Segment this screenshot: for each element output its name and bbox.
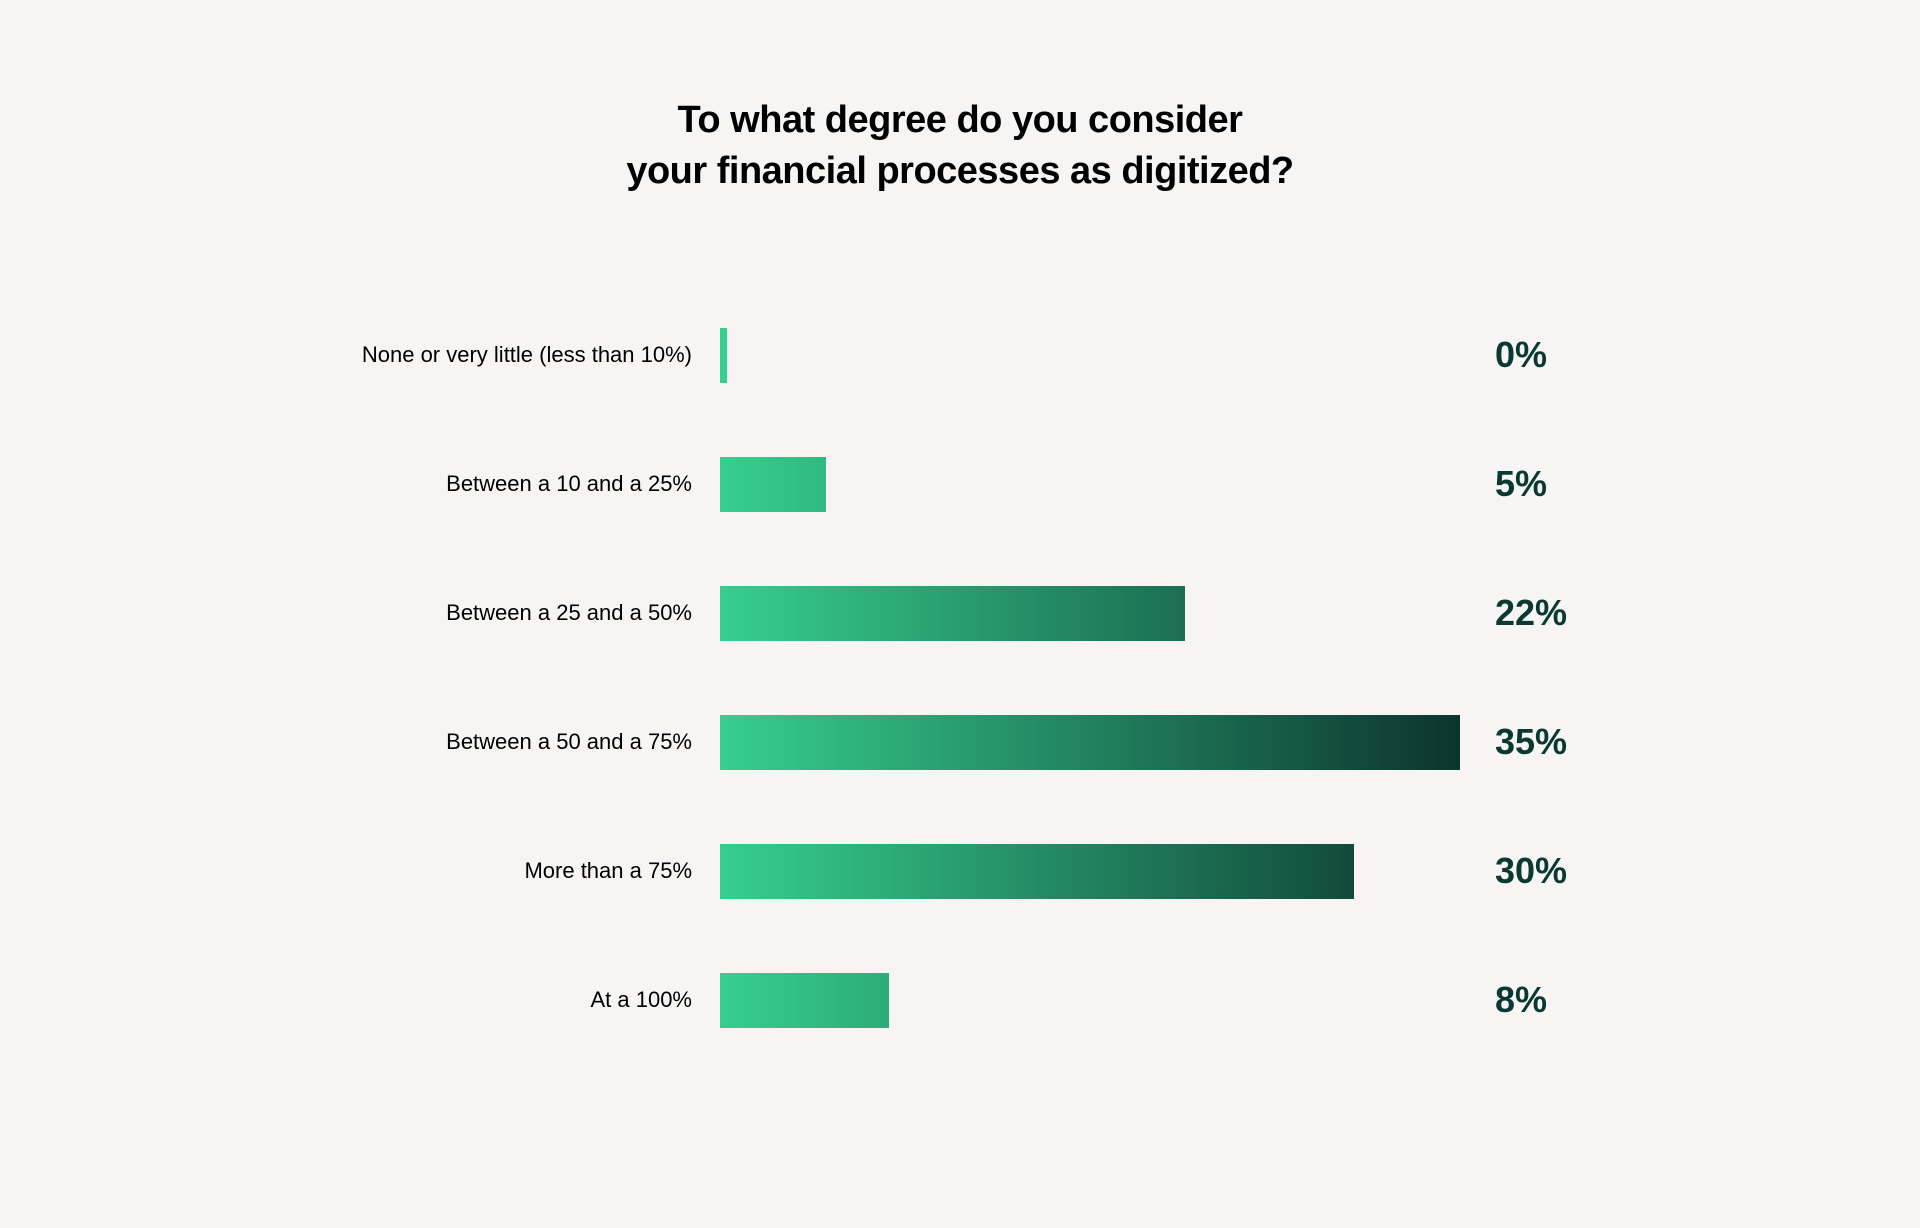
bar-track [720,973,1460,1028]
bar-value: 35% [1495,721,1567,763]
bar-label: At a 100% [300,987,720,1013]
bar-track [720,844,1460,899]
bar-label: More than a 75% [300,858,720,884]
bar-fill [720,586,1185,641]
bar-track [720,328,1460,383]
bar-value: 5% [1495,463,1547,505]
bar-label: Between a 25 and a 50% [300,600,720,626]
chart-title-line2: your financial processes as digitized? [626,150,1293,192]
bar-track [720,586,1460,641]
bar-fill [720,328,727,383]
bar-track [720,457,1460,512]
bar-label: Between a 10 and a 25% [300,471,720,497]
bar-value: 0% [1495,334,1547,376]
bar-row: Between a 50 and a 75% 35% [300,715,1620,770]
chart-container: None or very little (less than 10%) 0% B… [300,328,1620,1028]
bar-fill [720,715,1460,770]
bar-row: None or very little (less than 10%) 0% [300,328,1620,383]
bar-fill [720,457,826,512]
bar-row: Between a 10 and a 25% 5% [300,457,1620,512]
bar-label: Between a 50 and a 75% [300,729,720,755]
bar-track [720,715,1460,770]
bar-fill [720,973,889,1028]
bar-row: Between a 25 and a 50% 22% [300,586,1620,641]
bar-value: 22% [1495,592,1567,634]
bar-value: 30% [1495,850,1567,892]
bar-row: More than a 75% 30% [300,844,1620,899]
bar-value: 8% [1495,979,1547,1021]
bar-fill [720,844,1354,899]
bar-label: None or very little (less than 10%) [300,342,720,368]
bar-row: At a 100% 8% [300,973,1620,1028]
chart-title-line1: To what degree do you consider [678,99,1243,141]
chart-title: To what degree do you consider your fina… [626,95,1293,198]
